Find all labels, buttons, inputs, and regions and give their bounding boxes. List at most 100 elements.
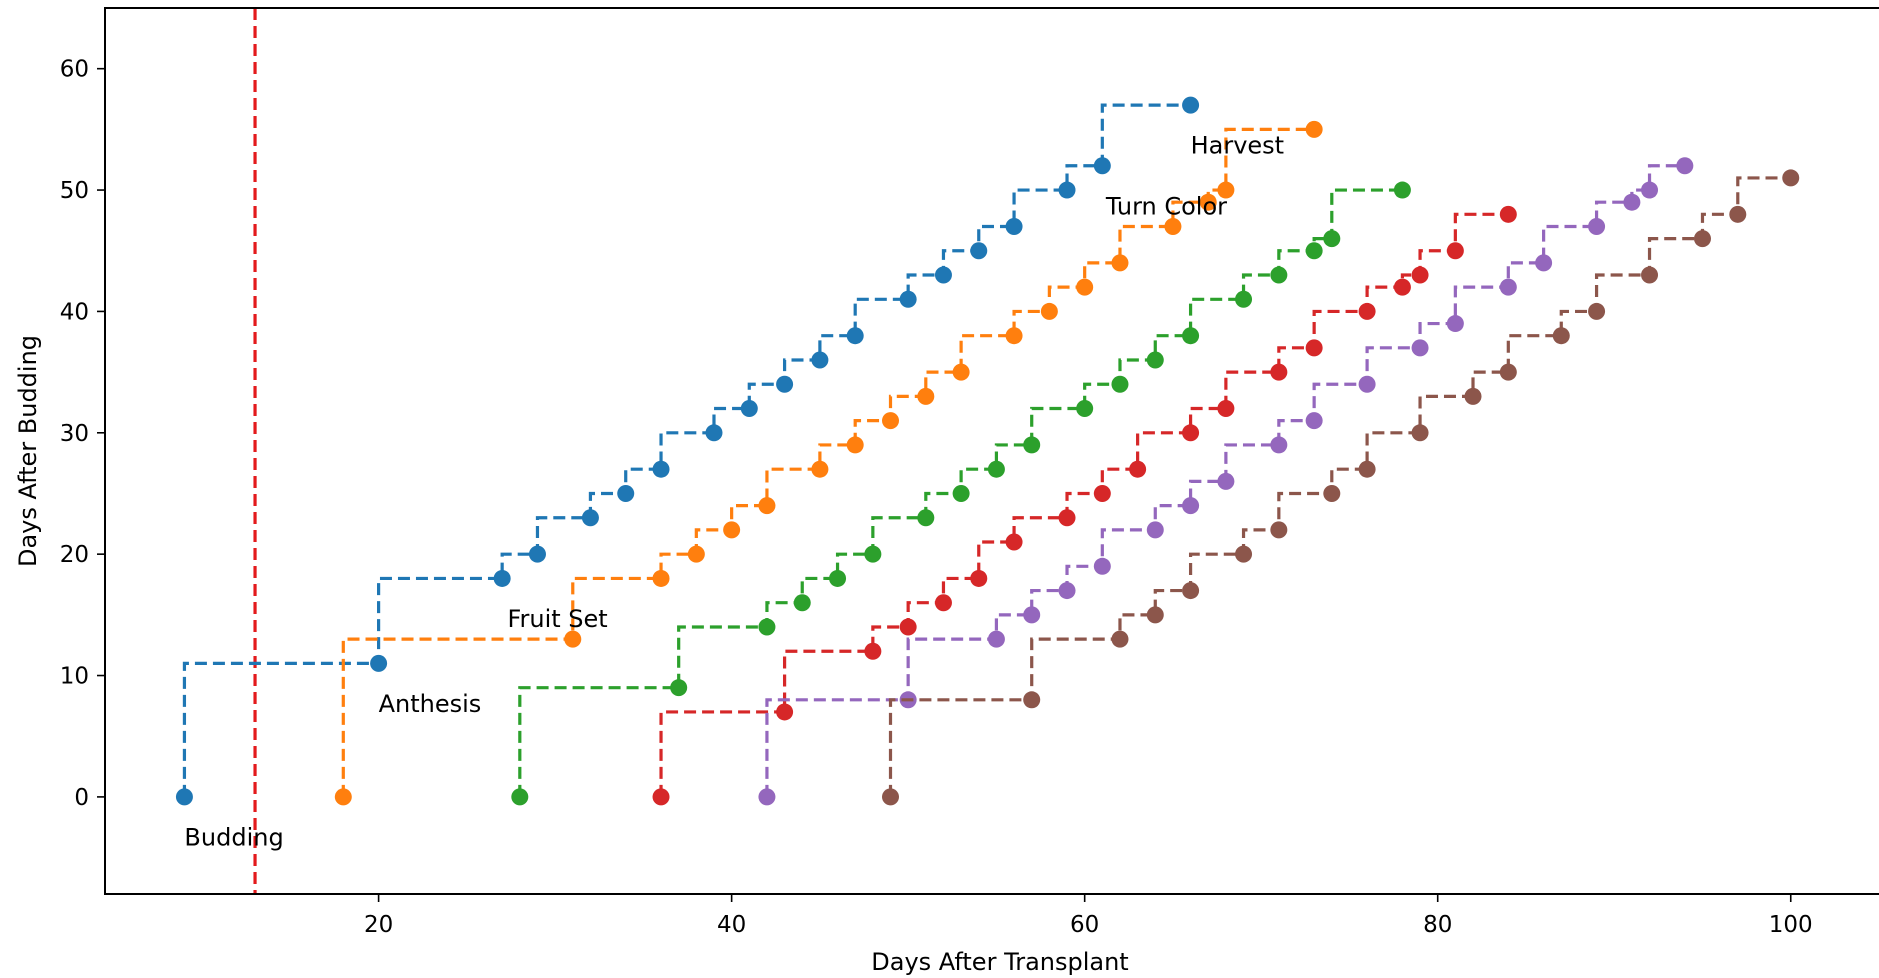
series-5-point xyxy=(1093,557,1111,575)
series-3-point xyxy=(1023,436,1041,454)
x-tick-label: 100 xyxy=(1769,912,1813,938)
series-3-point xyxy=(987,460,1005,478)
axes-frame xyxy=(104,7,1879,895)
series-2-point xyxy=(564,630,582,648)
series-2-point xyxy=(1076,278,1094,296)
series-2-point xyxy=(882,412,900,430)
series-2-point xyxy=(687,545,705,563)
series-4-point xyxy=(1446,242,1464,260)
series-4-point xyxy=(970,569,988,587)
series-3-point xyxy=(793,594,811,612)
series-2-point xyxy=(811,460,829,478)
series-2-point xyxy=(1305,120,1323,138)
x-tick-label: 40 xyxy=(717,912,746,938)
y-tick-label: 0 xyxy=(74,785,89,811)
series-4-point xyxy=(1217,400,1235,418)
annotation-label: Turn Color xyxy=(1105,192,1227,220)
series-6-point xyxy=(1182,582,1200,600)
series-6-point xyxy=(1235,545,1253,563)
series-1-point xyxy=(934,266,952,284)
series-4-point xyxy=(899,618,917,636)
series-1-point xyxy=(370,654,388,672)
series-3-point xyxy=(1305,242,1323,260)
series-4-point xyxy=(652,788,670,806)
series-1-point xyxy=(1005,217,1023,235)
series-2-point xyxy=(1005,327,1023,345)
series-1-point xyxy=(740,400,758,418)
series-5-point xyxy=(987,630,1005,648)
series-6-point xyxy=(882,788,900,806)
series-2 xyxy=(334,120,1323,806)
annotation-label: Budding xyxy=(184,823,283,851)
series-4-point xyxy=(776,703,794,721)
series-2-point xyxy=(917,387,935,405)
series-1-point xyxy=(581,509,599,527)
series-6-step-line xyxy=(888,176,1791,797)
series-4 xyxy=(652,205,1517,806)
series-1-point xyxy=(899,290,917,308)
series-3-point xyxy=(1270,266,1288,284)
series-1-point xyxy=(846,327,864,345)
y-tick-label: 60 xyxy=(60,57,89,83)
series-3 xyxy=(511,181,1411,806)
y-axis-label: Days After Budding xyxy=(14,335,42,567)
series-5-point xyxy=(1182,497,1200,515)
series-6-point xyxy=(1588,302,1606,320)
series-1-point xyxy=(1058,181,1076,199)
series-6-point xyxy=(1270,521,1288,539)
series-1-point xyxy=(175,788,193,806)
series-5-point xyxy=(1217,472,1235,490)
series-5-point xyxy=(1676,157,1694,175)
x-tick-label: 20 xyxy=(364,912,393,938)
series-4-point xyxy=(1305,339,1323,357)
series-6-point xyxy=(1464,387,1482,405)
series-3-point xyxy=(1323,230,1341,248)
series-4-point xyxy=(864,642,882,660)
series-1-point xyxy=(1182,96,1200,114)
series-4-point xyxy=(1182,424,1200,442)
series-2-point xyxy=(334,788,352,806)
series-5-point xyxy=(1535,254,1553,272)
series-3-point xyxy=(758,618,776,636)
series-1-point xyxy=(970,242,988,260)
series-1-point xyxy=(652,460,670,478)
series-5-point xyxy=(1623,193,1641,211)
series-3-point xyxy=(1111,375,1129,393)
series-2-point xyxy=(952,363,970,381)
series-3-point xyxy=(1182,327,1200,345)
series-5-point xyxy=(1023,606,1041,624)
y-tick-label: 40 xyxy=(60,299,89,325)
series-4-point xyxy=(1499,205,1517,223)
series-3-point xyxy=(829,569,847,587)
series-1-point xyxy=(811,351,829,369)
x-axis-label: Days After Transplant xyxy=(871,948,1128,976)
series-4-point xyxy=(1358,302,1376,320)
annotation-layer: Budding Anthesis Fruit Set Turn Color Harves… xyxy=(184,132,1284,852)
series-5-point xyxy=(1499,278,1517,296)
series-5-point xyxy=(1146,521,1164,539)
series-2-point xyxy=(758,497,776,515)
annotation-label: Fruit Set xyxy=(507,605,607,633)
series-6-point xyxy=(1146,606,1164,624)
series-6-point xyxy=(1782,169,1800,187)
series-4-point xyxy=(1005,533,1023,551)
series-4-point xyxy=(1393,278,1411,296)
series-3-point xyxy=(1146,351,1164,369)
series-1-point xyxy=(776,375,794,393)
series-2-point xyxy=(652,569,670,587)
series-1-step-line xyxy=(182,103,1191,797)
series-5-point xyxy=(1305,412,1323,430)
series-1 xyxy=(175,96,1200,806)
series-6-point xyxy=(1693,230,1711,248)
annotation-label: Harvest xyxy=(1191,132,1285,160)
series-2-point xyxy=(1111,254,1129,272)
axes: 20 40 60 80 100 0 10 20 30 40 50 60 xyxy=(60,7,1879,938)
series-4-point xyxy=(1058,509,1076,527)
series-3-point xyxy=(1076,400,1094,418)
series-5-point xyxy=(1058,582,1076,600)
y-tick-label: 50 xyxy=(60,178,89,204)
series-5-point xyxy=(1641,181,1659,199)
series-3-point xyxy=(1393,181,1411,199)
x-tick-label: 80 xyxy=(1423,912,1452,938)
